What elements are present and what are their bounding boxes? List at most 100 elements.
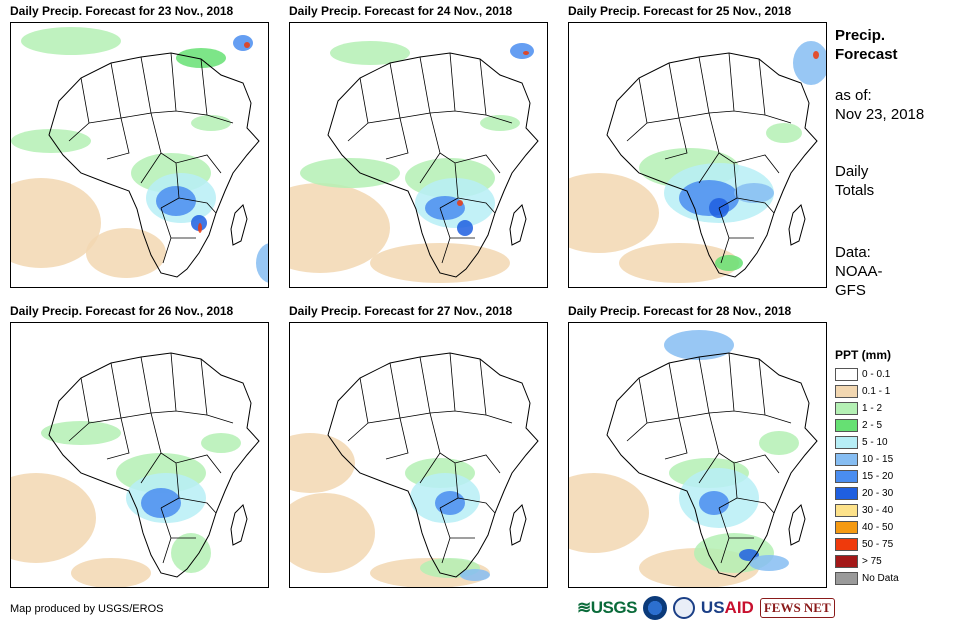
precip-area — [176, 48, 226, 68]
legend-label: 10 - 15 — [862, 454, 894, 465]
precip-area — [734, 183, 774, 203]
panel-title-nov25: Daily Precip. Forecast for 25 Nov., 2018 — [568, 4, 792, 18]
sidebar-title-line2: Forecast — [835, 46, 898, 63]
precip-area — [191, 215, 207, 231]
precip-area — [480, 115, 520, 131]
country-borders — [68, 352, 234, 564]
precip-area — [300, 158, 400, 188]
precip-area — [749, 555, 789, 571]
legend-swatch — [835, 419, 858, 432]
precip-area — [41, 421, 121, 445]
precip-area — [523, 51, 529, 55]
legend-swatch — [835, 538, 858, 551]
legend-label: 0.1 - 1 — [862, 386, 891, 397]
legend-swatch — [835, 368, 858, 381]
precip-area — [569, 173, 659, 253]
precip-area — [71, 558, 151, 587]
data-line2: NOAA- — [835, 263, 883, 280]
legend-label: 1 - 2 — [862, 403, 883, 414]
legend-label: 5 - 10 — [862, 437, 888, 448]
precip-area — [201, 433, 241, 453]
precip-area — [198, 223, 202, 233]
legend-swatch — [835, 487, 858, 500]
precip-area — [619, 243, 739, 283]
legend-item: 2 - 5 — [835, 417, 899, 434]
africa-map — [569, 330, 818, 587]
legend-swatch — [835, 436, 858, 449]
precip-area — [679, 180, 739, 216]
precip-area — [569, 473, 649, 553]
precip-area — [290, 433, 355, 493]
legend-label: > 75 — [862, 556, 882, 567]
map-nov24 — [289, 22, 548, 288]
legend-item: 10 - 15 — [835, 451, 899, 468]
legend-item: 30 - 40 — [835, 502, 899, 519]
legend-label: 50 - 75 — [862, 539, 894, 550]
country-borders — [68, 52, 234, 264]
africa-map — [569, 41, 826, 283]
madagascar-outline — [230, 204, 248, 246]
madagascar-outline — [509, 204, 527, 246]
sidebar-data-source: Data: NOAA- GFS — [835, 243, 883, 300]
precip-area — [699, 491, 729, 515]
precip-area — [457, 200, 463, 206]
africa-map — [290, 352, 539, 587]
map-credit: Map produced by USGS/EROS — [10, 603, 164, 615]
precip-area — [664, 330, 734, 360]
precip-area — [793, 41, 826, 85]
legend-label: 40 - 50 — [862, 522, 894, 533]
usaid-logo: USAID — [701, 598, 754, 618]
panel-title-nov27: Daily Precip. Forecast for 27 Nov., 2018 — [289, 304, 513, 318]
precip-area — [11, 178, 101, 268]
fews-net-logo: FEWS NET — [759, 598, 835, 618]
legend-item: > 75 — [835, 553, 899, 570]
asof-date: Nov 23, 2018 — [835, 106, 925, 123]
sidebar-title-line1: Precip. — [835, 27, 886, 44]
legend-item: No Data — [835, 570, 899, 587]
legend-label: 20 - 30 — [862, 488, 894, 499]
madagascar-outline — [788, 204, 806, 246]
legend-item: 5 - 10 — [835, 434, 899, 451]
legend-swatch — [835, 572, 858, 585]
panel-title-nov26: Daily Precip. Forecast for 26 Nov., 2018 — [10, 304, 234, 318]
precip-area — [435, 491, 465, 515]
noaa-logo — [642, 596, 667, 620]
precip-area — [715, 255, 743, 271]
precip-area — [457, 220, 473, 236]
usaid-logo-us: US — [700, 598, 725, 617]
sidebar-totals: Daily Totals — [835, 162, 874, 200]
precip-area — [370, 243, 510, 283]
country-borders — [626, 52, 792, 264]
legend-swatch — [835, 521, 858, 534]
legend-label: 2 - 5 — [862, 420, 883, 431]
map-nov23 — [10, 22, 269, 288]
sidebar-title: Precip. Forecast — [835, 26, 898, 64]
country-borders — [347, 52, 513, 264]
totals-line2: Totals — [835, 182, 875, 199]
legend-label: No Data — [862, 573, 899, 584]
precip-area — [330, 41, 410, 65]
asof-label: as of: — [835, 87, 872, 104]
precip-area — [11, 129, 91, 153]
legend-item: 1 - 2 — [835, 400, 899, 417]
precip-area — [256, 243, 268, 283]
country-borders — [347, 352, 513, 564]
precip-area — [425, 196, 465, 220]
precip-area — [21, 27, 121, 55]
precip-area — [244, 42, 250, 48]
legend-swatch — [835, 402, 858, 415]
precip-area — [156, 186, 196, 216]
madagascar-outline — [230, 504, 248, 546]
precip-area — [11, 473, 96, 563]
precip-area — [460, 569, 490, 581]
precip-area — [290, 493, 375, 573]
legend-label: 30 - 40 — [862, 505, 894, 516]
precip-area — [290, 183, 390, 273]
usgs-logo: ≋USGS — [577, 598, 637, 617]
legend-swatch — [835, 555, 858, 568]
precip-area — [813, 51, 819, 59]
africa-map — [11, 352, 260, 587]
precip-area — [171, 533, 211, 573]
legend-item: 40 - 50 — [835, 519, 899, 536]
madagascar-outline — [509, 504, 527, 546]
